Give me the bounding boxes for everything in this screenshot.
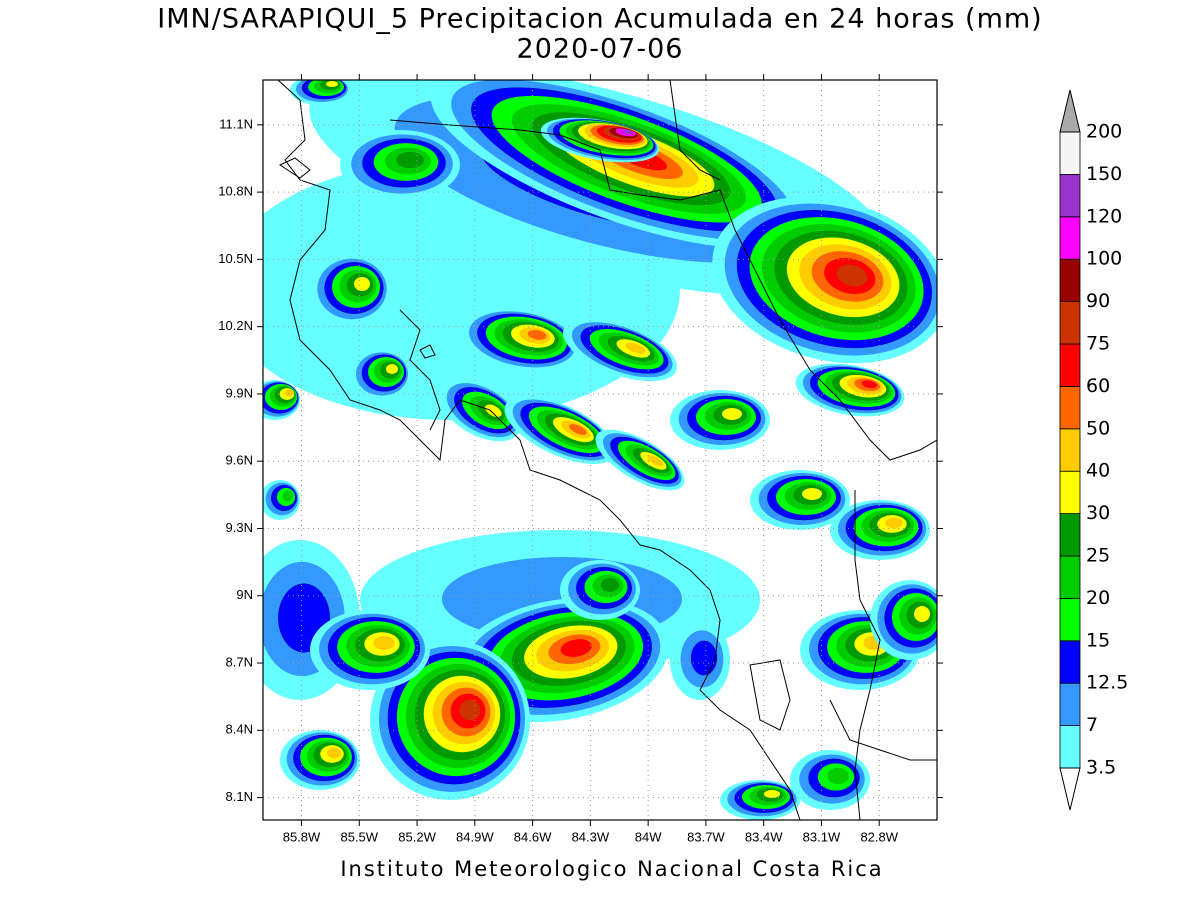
lake-shore (278, 157, 311, 179)
precip-contour (373, 635, 395, 651)
colorbar-segment (1059, 640, 1081, 684)
precip-contour (326, 747, 342, 759)
subtitle: 2020-07-06 (517, 34, 684, 65)
precip-contour (764, 790, 780, 798)
precip-contour (386, 364, 398, 374)
y-tick-label: 11.1N (219, 116, 253, 131)
colorbar-label: 40 (1086, 460, 1110, 482)
precip-contour (722, 408, 742, 420)
precip-contour (569, 424, 587, 435)
colorbar-segment (1059, 725, 1081, 769)
colorbar-segment (1059, 682, 1081, 727)
colorbar-label: 90 (1086, 290, 1110, 312)
colorbar-under (1059, 767, 1081, 811)
colorbar-segment (1059, 173, 1081, 218)
precip-contour (621, 129, 634, 135)
colorbar-segment (1059, 301, 1081, 345)
colorbar-label: 3.5 (1086, 757, 1116, 779)
y-tick-label: 10.5N (218, 251, 253, 266)
colorbar-segment (1059, 598, 1081, 642)
footer: Instituto Meteorologico Nacional Costa R… (340, 857, 883, 881)
precip-contour (485, 404, 502, 418)
y-tick-label: 9.9N (226, 385, 253, 400)
colorbar-label: 12.5 (1086, 672, 1128, 694)
nicoya-gulf (399, 309, 441, 431)
colorbar-label: 120 (1086, 205, 1122, 227)
x-tick-label: 84.3W (572, 829, 610, 844)
precip-contour (914, 606, 930, 622)
chiriqui-coast (829, 699, 937, 761)
x-tick-label: 83.1W (803, 829, 841, 844)
colorbar-label: 150 (1086, 163, 1122, 185)
colorbar-label: 7 (1086, 714, 1098, 736)
precip-contour (827, 767, 849, 785)
precip-contour (326, 81, 338, 87)
border-north (389, 119, 937, 461)
precip-field (263, 80, 937, 820)
y-tick-label: 9.3N (226, 520, 253, 535)
precip-contour (459, 699, 481, 721)
colorbar-segment (1059, 513, 1081, 557)
colorbar-label: 100 (1086, 248, 1122, 270)
x-tick-label: 85.8W (283, 829, 321, 844)
precip-contour (396, 151, 424, 169)
precip-contour (647, 455, 664, 467)
precip-contour (861, 380, 878, 389)
colorbar: 3.5 7 12.5 15 20 25 30 40 50 60 75 90 100 120 150 200 (1059, 89, 1128, 811)
precip-contour (802, 488, 822, 500)
border-panama (854, 490, 881, 820)
x-tick-label: 85.5W (340, 829, 378, 844)
precip-contour (600, 578, 620, 592)
colorbar-segment (1059, 258, 1081, 303)
colorbar-segment (1059, 428, 1081, 472)
colorbar-label: 15 (1086, 629, 1110, 651)
x-tick-label: 83.7W (687, 829, 725, 844)
precip-contour (527, 329, 547, 340)
colorbar-segment (1059, 555, 1081, 599)
island (419, 344, 436, 359)
colorbar-label: 20 (1086, 587, 1110, 609)
precip-contour (625, 342, 646, 354)
y-tick-label: 9N (236, 587, 253, 602)
osa (749, 659, 791, 731)
x-tick-label: 85.2W (398, 829, 436, 844)
colorbar-label: 25 (1086, 545, 1110, 567)
colorbar-label: 60 (1086, 375, 1110, 397)
y-tick-label: 8.7N (226, 654, 253, 669)
y-tick-label: 8.4N (226, 722, 253, 737)
colorbar-label: 75 (1086, 333, 1110, 355)
map-frame (262, 79, 938, 821)
precip-contour (836, 264, 868, 287)
x-tick-label: 84.6W (514, 829, 552, 844)
colorbar-segment (1059, 216, 1081, 260)
precip-contour (560, 639, 592, 657)
precip-contour (284, 389, 294, 397)
colorbar-over (1059, 89, 1081, 133)
x-tick-label: 84.9W (456, 829, 494, 844)
precip-contour (885, 517, 903, 529)
caribbean-coast (669, 80, 721, 181)
x-tick-label: 83.4W (745, 829, 783, 844)
precip-contour (354, 277, 370, 291)
y-tick-label: 10.2N (218, 318, 253, 333)
colorbar-segment (1059, 131, 1081, 175)
colorbar-segment (1059, 343, 1081, 387)
title: IMN/SARAPIQUI_5 Precipitacion Acumulada … (157, 4, 1042, 35)
x-tick-label: 82.8W (860, 829, 898, 844)
colorbar-label: 50 (1086, 417, 1110, 439)
y-tick-label: 10.8N (218, 184, 253, 199)
precip-contour (282, 490, 294, 502)
colorbar-label: 30 (1086, 502, 1110, 524)
colorbar-segment (1059, 470, 1081, 515)
graticule: 11.1N 10.8N 10.5N 10.2N 9.9N 9.6N 9.3N 9N 8.7N 8.… (218, 74, 943, 844)
y-tick-label: 8.1N (226, 789, 253, 804)
x-tick-label: 84W (635, 829, 662, 844)
colorbar-label: 200 (1086, 121, 1122, 143)
colorbar-segment (1059, 385, 1081, 430)
y-tick-label: 9.6N (226, 453, 253, 468)
precip-contour (690, 640, 718, 676)
